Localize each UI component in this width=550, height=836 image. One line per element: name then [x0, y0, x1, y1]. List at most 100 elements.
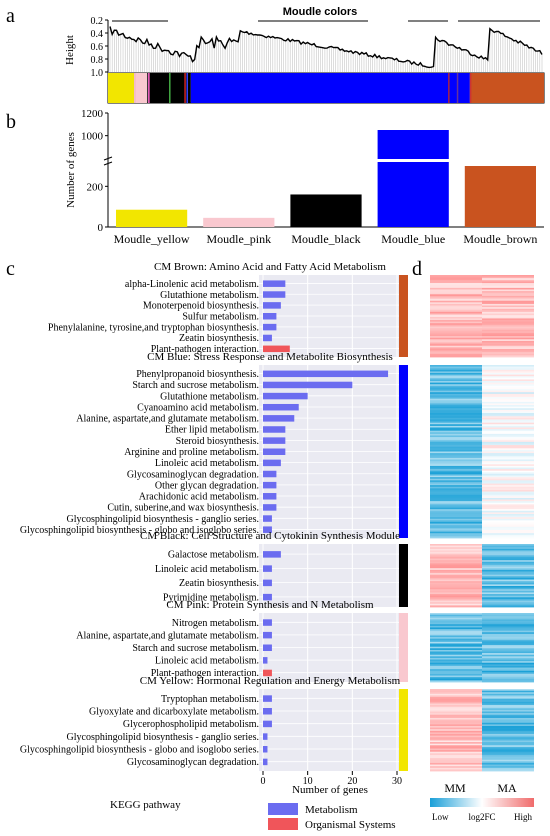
panel-letter-a: a [6, 5, 15, 27]
kegg-term-bar [263, 345, 290, 353]
heatmap-cell-ma [482, 352, 534, 355]
heatmap-cell-mm [430, 767, 482, 770]
kegg-term-bar [263, 437, 286, 444]
dendrogram-tick-label: 1.0 [91, 68, 104, 79]
heatmap-cell-ma [482, 721, 534, 724]
heatmap-cell-mm [430, 713, 482, 716]
heatmap-cell-ma [482, 411, 534, 414]
heatmap-cell-ma [482, 321, 534, 324]
heatmap-cell-ma [482, 750, 534, 753]
heatmap-cell-mm [430, 401, 482, 404]
heatmap-cell-mm [430, 507, 482, 510]
heatmap-cell-mm [430, 672, 482, 675]
heatmap-cell-mm [430, 586, 482, 589]
heatmap-cell-mm [430, 448, 482, 451]
heatmap-cell-mm [430, 654, 482, 657]
kegg-term-bar [263, 515, 272, 522]
kegg-term-bar [263, 695, 272, 702]
heatmap-cell-mm [430, 326, 482, 329]
heatmap-cell-mm [430, 661, 482, 664]
heatmap-cell-mm [430, 467, 482, 470]
heatmap-cell-ma [482, 491, 534, 494]
heatmap-cell-ma [482, 764, 534, 767]
heatmap-cell-mm [430, 483, 482, 486]
bar-pink [203, 217, 275, 227]
heatmap-cell-ma [482, 320, 534, 323]
heatmap-cell-mm [430, 509, 482, 512]
heatmap-cell-ma [482, 344, 534, 347]
panel-b-bar-chart: Number of genes 0 200 1000 1200 Moudle_yell… [65, 108, 544, 246]
heatmap-cell-ma [482, 403, 534, 406]
heatmap-cell-mm [430, 411, 482, 414]
panel-letter-c: c [6, 258, 15, 280]
heatmap-cell-mm [430, 451, 482, 454]
heatmap-cell-ma [482, 430, 534, 433]
kegg-xlabel: Number of genes [292, 784, 368, 796]
heatmap-cell-mm [430, 698, 482, 701]
heatmap-cell-mm [430, 377, 482, 380]
heatmap-cell-mm [430, 732, 482, 735]
kegg-term-label: Starch and sucrose metabolism. [132, 643, 259, 654]
heatmap-cell-ma [482, 732, 534, 735]
kegg-term-bar [263, 470, 277, 478]
heatmap-cell-ma [482, 432, 534, 435]
heatmap-cell-ma [482, 374, 534, 377]
heatmap-cell-mm [430, 769, 482, 772]
heatmap-cell-ma [482, 485, 534, 488]
heatmap-cell-mm [430, 673, 482, 676]
heatmap-cell-ma [482, 560, 534, 563]
heatmap-cell-ma [482, 339, 534, 342]
heatmap-cell-ma [482, 563, 534, 566]
heatmap-cell-ma [482, 581, 534, 584]
heatmap-cell-mm [430, 449, 482, 452]
heatmap-cell-ma [482, 433, 534, 436]
panel-letter-d: d [412, 258, 422, 280]
kegg-term-bar [263, 323, 277, 331]
heatmap-cell-mm [430, 680, 482, 683]
heatmap-cell-ma [482, 633, 534, 636]
heatmap-cell-mm [430, 365, 482, 368]
heatmap-cell-mm [430, 531, 482, 534]
heatmap-cell-ma [482, 292, 534, 295]
kegg-footer-label: KEGG pathway [110, 799, 181, 811]
heatmap-cell-ma [482, 717, 534, 720]
heatmap-cell-mm [430, 518, 482, 521]
kegg-term-bar [263, 708, 272, 715]
heatmap-cell-ma [482, 656, 534, 659]
heatmap-cell-mm [430, 389, 482, 392]
heatmap-cell-mm [430, 275, 482, 278]
kegg-term-bar [263, 579, 272, 587]
module-strip-mark [186, 73, 188, 103]
heatmap-cell-mm [430, 743, 482, 746]
heatmap-cell-mm [430, 424, 482, 427]
heatmap-cell-mm [430, 289, 482, 292]
heatmap-cell-ma [482, 614, 534, 617]
kegg-term-label: Cutin, suberine,and wax biosynthesis. [107, 503, 259, 514]
heatmap-cell-mm [430, 502, 482, 505]
heatmap-cell-mm [430, 738, 482, 741]
heatmap-cell-ma [482, 709, 534, 712]
heatmap-block-brown [430, 275, 534, 358]
bar-chart-ylabel: Number of genes [65, 132, 77, 208]
heatmap-cell-mm [430, 697, 482, 700]
heatmap-cell-ma [482, 669, 534, 672]
heatmap-cell-ma [482, 698, 534, 701]
heatmap-cell-ma [482, 520, 534, 523]
heatmap-cell-mm [430, 371, 482, 374]
heatmap-cell-ma [482, 440, 534, 443]
heatmap-cell-mm [430, 453, 482, 456]
heatmap-cell-ma [482, 641, 534, 644]
heatmap-cell-ma [482, 722, 534, 725]
kegg-term-label: Plant-pathogen interaction. [151, 344, 259, 355]
heatmap-cell-ma [482, 461, 534, 464]
module-strip-brown [469, 73, 544, 103]
kegg-term-bar [263, 291, 286, 298]
kegg-term-bar [263, 381, 353, 389]
heatmap-cell-mm [430, 344, 482, 347]
heatmap-cell-mm [430, 390, 482, 393]
heatmap-cell-mm [430, 279, 482, 282]
heatmap-cell-ma [482, 523, 534, 526]
heatmap-cell-mm [430, 422, 482, 425]
heatmap-cell-mm [430, 430, 482, 433]
heatmap-cell-mm [430, 510, 482, 513]
